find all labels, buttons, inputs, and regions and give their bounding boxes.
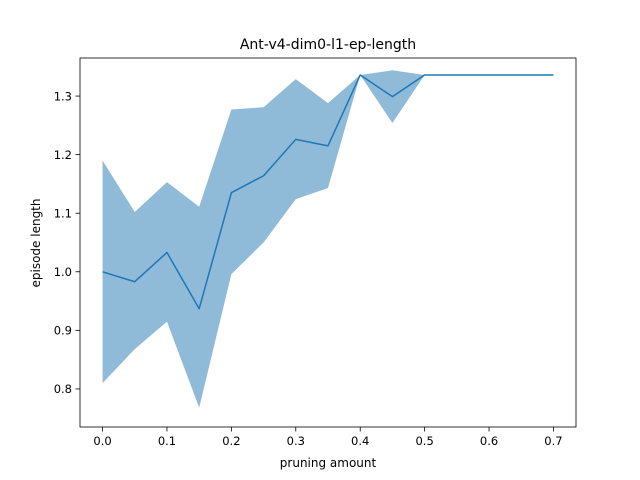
y-tick-label: 1.2 <box>54 148 72 162</box>
x-tick-label: 0.1 <box>158 434 176 448</box>
x-tick-label: 0.0 <box>93 434 111 448</box>
plot-area <box>102 70 554 408</box>
y-tick-label: 1.0 <box>54 265 72 279</box>
axes: 0.0 0.1 0.2 0.3 0.4 0.5 0.6 0.7 0.8 0.9 1.0 1.1 1.2 1… <box>54 57 577 448</box>
y-tick-label: 1.3 <box>54 89 72 103</box>
y-tick-label: 0.9 <box>54 324 72 338</box>
x-tick-label: 0.2 <box>222 434 240 448</box>
chart-title: Ant-v4-dim0-l1-ep-length <box>240 37 416 53</box>
x-axis-label: pruning amount <box>280 456 377 470</box>
series-line <box>102 74 554 310</box>
x-tick-label: 0.5 <box>415 434 433 448</box>
axes-frame <box>79 57 577 428</box>
x-tick-label: 0.7 <box>544 434 562 448</box>
confidence-band <box>102 70 554 408</box>
x-tick-label: 0.6 <box>480 434 498 448</box>
y-tick-label: 1.1 <box>54 206 72 220</box>
x-tick-label: 0.4 <box>351 434 369 448</box>
y-tick-label: 0.8 <box>54 382 72 396</box>
y-axis-label: episode length <box>29 199 43 288</box>
x-tick-label: 0.3 <box>287 434 305 448</box>
